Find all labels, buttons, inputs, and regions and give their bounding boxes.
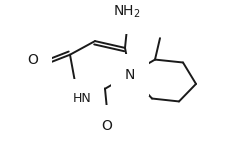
Text: NH$_2$: NH$_2$ bbox=[113, 3, 140, 20]
Text: O: O bbox=[101, 119, 112, 133]
Text: HN: HN bbox=[72, 92, 91, 105]
Text: N: N bbox=[124, 68, 135, 82]
Text: O: O bbox=[27, 53, 38, 67]
